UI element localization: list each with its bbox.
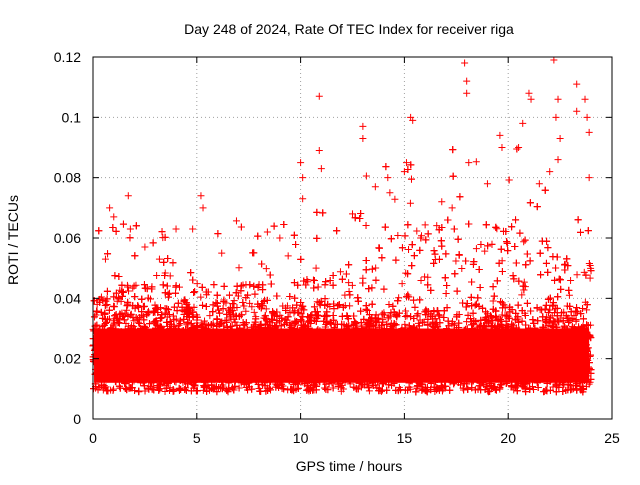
scatter-point — [342, 302, 349, 309]
scatter-point — [236, 264, 243, 271]
scatter-point — [490, 297, 497, 304]
scatter-point — [587, 275, 594, 282]
scatter-point — [458, 265, 465, 272]
scatter-point — [520, 238, 527, 245]
scatter-point — [473, 158, 480, 165]
scatter-point — [566, 292, 573, 299]
scatter-point — [567, 277, 574, 284]
scatter-point — [123, 307, 130, 314]
scatter-point — [394, 232, 401, 239]
scatter-point — [166, 290, 173, 297]
scatter-point — [407, 200, 414, 207]
scatter-point — [363, 172, 370, 179]
baseline-scatter-band — [90, 145, 595, 395]
scatter-point — [521, 279, 528, 286]
scatter-point — [422, 221, 429, 228]
scatter-point — [493, 225, 500, 232]
scatter-point — [263, 265, 270, 272]
scatter-point — [583, 306, 590, 313]
scatter-point — [346, 288, 353, 295]
scatter-point — [313, 265, 320, 272]
scatter-point — [153, 272, 160, 279]
scatter-point — [222, 317, 229, 324]
scatter-point — [285, 252, 292, 259]
scatter-point — [233, 217, 240, 224]
scatter-point — [337, 268, 344, 275]
scatter-point — [194, 280, 201, 287]
scatter-point — [452, 258, 459, 265]
scatter-point — [574, 271, 581, 278]
scatter-point — [413, 228, 420, 235]
chart-title: Day 248 of 2024, Rate Of TEC Index for r… — [184, 21, 514, 37]
scatter-point — [395, 294, 402, 301]
scatter-point — [106, 315, 113, 322]
scatter-point — [176, 284, 183, 291]
scatter-point — [424, 274, 431, 281]
scatter-point — [366, 387, 373, 394]
x-axis-label: GPS time / hours — [296, 458, 403, 474]
scatter-point — [372, 264, 379, 271]
y-axis-label: ROTI / TECUs — [5, 195, 21, 285]
scatter-point — [231, 297, 238, 304]
scatter-point — [132, 282, 139, 289]
scatter-point — [402, 270, 409, 277]
data-points — [90, 57, 595, 396]
scatter-point — [504, 322, 511, 329]
scatter-point — [391, 196, 398, 203]
scatter-point — [263, 305, 270, 312]
scatter-point — [473, 245, 480, 252]
